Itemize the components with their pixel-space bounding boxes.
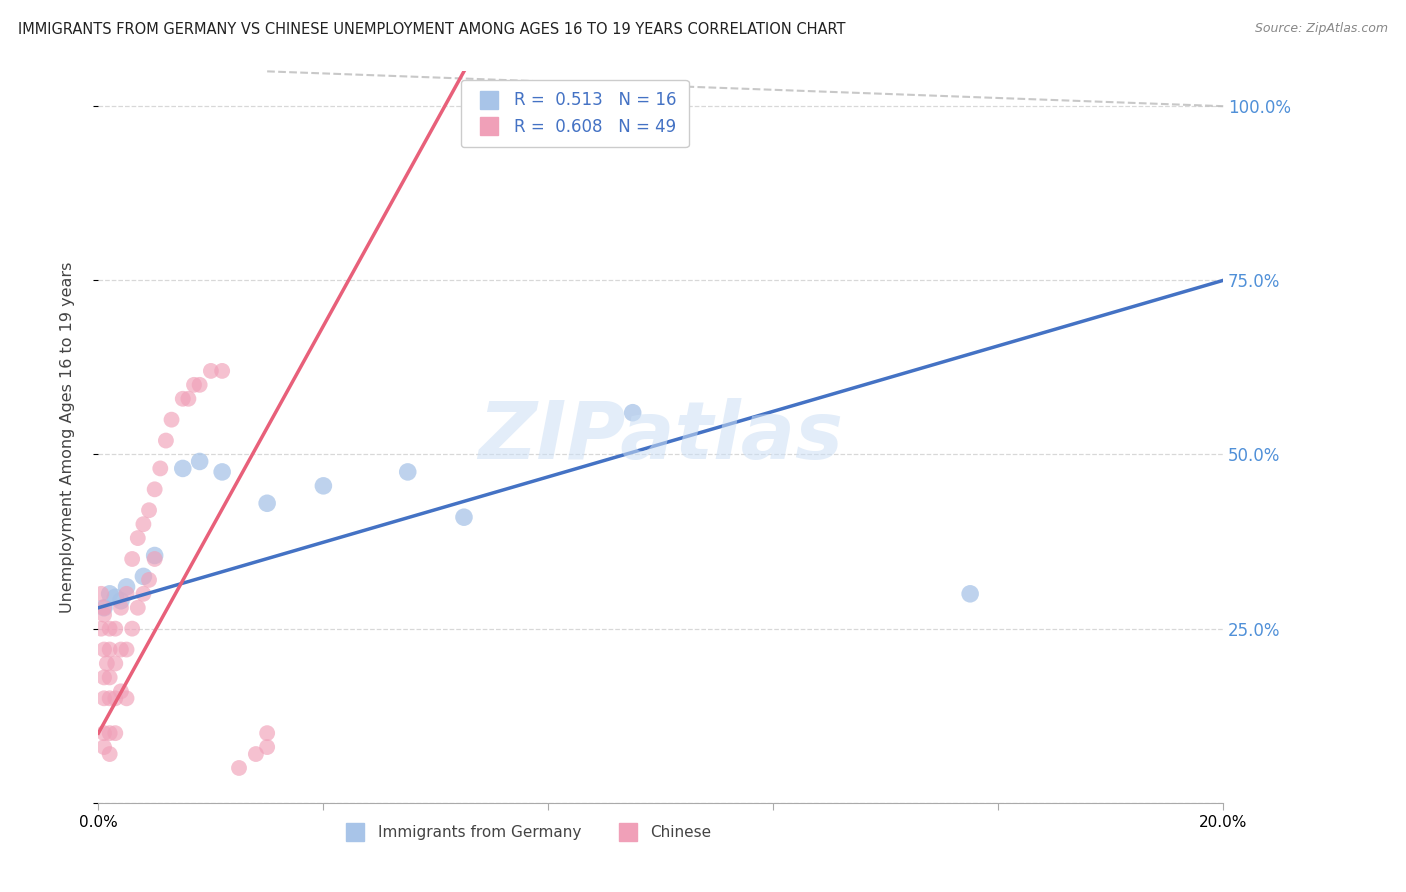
- Point: [104, 691, 127, 706]
- Point: [453, 510, 475, 524]
- Point: [110, 642, 132, 657]
- Point: [121, 622, 143, 636]
- Point: [98, 642, 121, 657]
- Point: [138, 573, 160, 587]
- Point: [160, 412, 183, 426]
- Point: [104, 591, 127, 605]
- Point: [93, 600, 115, 615]
- Point: [93, 600, 115, 615]
- Point: [211, 364, 233, 378]
- Point: [959, 587, 981, 601]
- Point: [138, 503, 160, 517]
- Point: [177, 392, 200, 406]
- Point: [132, 517, 155, 532]
- Point: [98, 622, 121, 636]
- Point: [172, 392, 194, 406]
- Point: [132, 569, 155, 583]
- Point: [90, 587, 112, 601]
- Text: Source: ZipAtlas.com: Source: ZipAtlas.com: [1254, 22, 1388, 36]
- Text: IMMIGRANTS FROM GERMANY VS CHINESE UNEMPLOYMENT AMONG AGES 16 TO 19 YEARS CORREL: IMMIGRANTS FROM GERMANY VS CHINESE UNEMP…: [18, 22, 846, 37]
- Point: [104, 622, 127, 636]
- Point: [149, 461, 172, 475]
- Point: [256, 726, 278, 740]
- Point: [96, 657, 118, 671]
- Point: [110, 600, 132, 615]
- Point: [93, 670, 115, 684]
- Point: [127, 600, 149, 615]
- Point: [115, 587, 138, 601]
- Point: [90, 622, 112, 636]
- Point: [132, 587, 155, 601]
- Point: [98, 691, 121, 706]
- Point: [396, 465, 419, 479]
- Point: [256, 496, 278, 510]
- Point: [621, 406, 644, 420]
- Point: [98, 747, 121, 761]
- Point: [188, 377, 211, 392]
- Point: [121, 552, 143, 566]
- Point: [143, 483, 166, 497]
- Point: [127, 531, 149, 545]
- Point: [211, 465, 233, 479]
- Point: [143, 552, 166, 566]
- Point: [143, 549, 166, 563]
- Point: [228, 761, 250, 775]
- Point: [93, 740, 115, 755]
- Y-axis label: Unemployment Among Ages 16 to 19 years: Unemployment Among Ages 16 to 19 years: [60, 261, 75, 613]
- Point: [93, 642, 115, 657]
- Point: [104, 726, 127, 740]
- Point: [115, 642, 138, 657]
- Point: [183, 377, 205, 392]
- Legend: Immigrants from Germany, Chinese: Immigrants from Germany, Chinese: [335, 819, 717, 847]
- Point: [110, 684, 132, 698]
- Point: [110, 594, 132, 608]
- Point: [93, 607, 115, 622]
- Point: [155, 434, 177, 448]
- Point: [98, 726, 121, 740]
- Point: [245, 747, 267, 761]
- Point: [256, 740, 278, 755]
- Point: [93, 726, 115, 740]
- Point: [93, 691, 115, 706]
- Point: [115, 580, 138, 594]
- Point: [98, 670, 121, 684]
- Point: [188, 454, 211, 468]
- Point: [98, 587, 121, 601]
- Point: [312, 479, 335, 493]
- Point: [200, 364, 222, 378]
- Point: [104, 657, 127, 671]
- Text: ZIPatlas: ZIPatlas: [478, 398, 844, 476]
- Point: [115, 691, 138, 706]
- Point: [172, 461, 194, 475]
